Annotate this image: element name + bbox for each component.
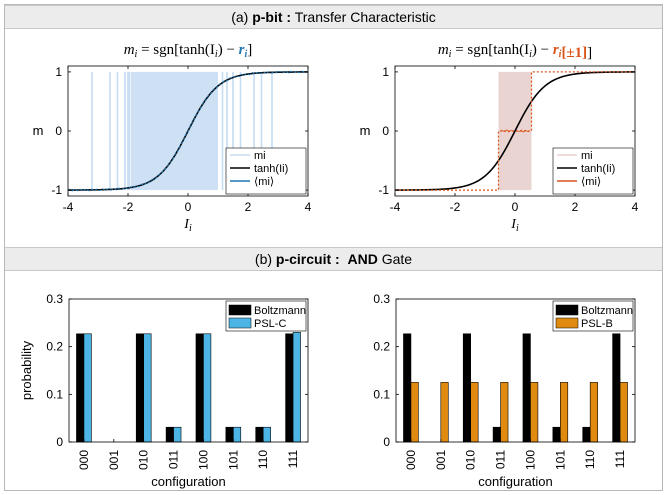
legend-swatch — [556, 318, 578, 328]
y-tick-label: 0 — [55, 124, 62, 138]
bar — [144, 334, 151, 442]
x-tick-label: 4 — [305, 200, 312, 214]
category-label: 011 — [167, 450, 181, 469]
x-tick-label: -4 — [390, 200, 401, 214]
chart-title: mi = sgn[tanh(Ii) − ri[±1]] — [438, 42, 592, 61]
x-tick-label: 4 — [632, 200, 639, 214]
bar — [233, 427, 240, 442]
chart-title: mi = sgn[tanh(Ii) − ri] — [124, 42, 253, 60]
x-axis-label: Ii — [183, 217, 192, 234]
bar — [256, 427, 263, 442]
bar — [560, 382, 567, 442]
y-tick-label: 0 — [56, 435, 63, 449]
y-tick-label: 0.3 — [46, 292, 63, 306]
legend-label: ⟨mi⟩ — [254, 176, 274, 188]
category-label: 010 — [137, 450, 151, 470]
x-tick-label: -2 — [450, 200, 461, 214]
bar — [530, 382, 537, 442]
bar — [174, 427, 181, 442]
y-axis-label: m — [33, 123, 44, 138]
bar — [411, 382, 418, 442]
y-axis-label: probability — [19, 340, 34, 400]
category-label: 101 — [226, 450, 240, 470]
bar — [286, 334, 293, 442]
bar — [590, 382, 597, 442]
category-label: 001 — [434, 450, 448, 470]
y-tick-label: 0.1 — [373, 387, 390, 401]
x-tick-label: 0 — [185, 200, 192, 214]
bar — [293, 332, 300, 442]
legend-label: ⟨mi⟩ — [581, 176, 601, 188]
y-tick-label: 0.2 — [46, 340, 63, 354]
category-label: 010 — [464, 450, 478, 470]
y-tick-label: 0 — [382, 124, 389, 138]
bar — [196, 334, 203, 442]
legend-label: tanh(Ii) — [254, 163, 288, 175]
category-label: 100 — [196, 450, 210, 470]
line-chart-1: -4 -2 0 2 4 -1 0 1 m Ii mi = sgn[tanh(Ii) − ri] mit… — [33, 42, 312, 234]
legend-label: PSL-C — [254, 318, 286, 330]
bar-chart-1: 000 001 010 011 100 101 110 11100.10.20.3probab… — [19, 292, 308, 489]
bar — [136, 334, 143, 442]
bar — [226, 427, 233, 442]
y-tick-label: 0.3 — [373, 292, 390, 306]
bar — [76, 334, 83, 442]
legend-label: Boltzmann — [254, 305, 306, 317]
x-tick-label: -2 — [123, 200, 134, 214]
x-tick-label: 2 — [245, 200, 252, 214]
bar — [166, 427, 173, 442]
x-axis-label: configuration — [478, 474, 552, 489]
legend-label: tanh(Ii) — [581, 163, 615, 175]
legend-label: mi — [581, 150, 593, 162]
bar — [84, 334, 91, 442]
y-tick-label: 0.1 — [46, 387, 63, 401]
category-label: 101 — [553, 450, 567, 470]
x-tick-label: 0 — [512, 200, 519, 214]
category-label: 110 — [583, 450, 597, 469]
x-tick-label: 2 — [572, 200, 579, 214]
bar — [493, 427, 500, 442]
category-label: 111 — [286, 450, 300, 469]
y-tick-label: -1 — [51, 183, 62, 197]
bar — [203, 334, 210, 442]
y-tick-label: 0 — [383, 435, 390, 449]
category-label: 000 — [77, 450, 91, 470]
y-tick-label: 1 — [55, 65, 62, 79]
category-label: 111 — [613, 450, 627, 469]
category-label: 100 — [523, 450, 537, 470]
legend-swatch — [556, 305, 578, 315]
legend-label: PSL-B — [581, 318, 613, 330]
bar — [471, 382, 478, 442]
bar — [613, 334, 620, 442]
bar — [501, 382, 508, 442]
mi-samples-band — [131, 72, 218, 190]
bar — [403, 334, 410, 442]
legend-swatch — [229, 305, 251, 315]
bar — [553, 427, 560, 442]
y-axis-label: m — [360, 123, 371, 138]
category-label: 110 — [256, 450, 270, 469]
legend-label: mi — [254, 150, 266, 162]
bar-chart-2: 000 001 010 011 100 101 110 11100.10.20.3config… — [373, 292, 635, 489]
y-tick-label: -1 — [378, 183, 389, 197]
line-chart-2: -4 -2 0 2 4 -1 0 1 m Ii mi = sgn[tanh(Ii) − ri[±1]… — [360, 42, 639, 234]
bar — [583, 427, 590, 442]
category-label: 000 — [404, 450, 418, 470]
bar — [620, 382, 627, 442]
x-axis-label: configuration — [151, 474, 225, 489]
bar — [441, 382, 448, 442]
x-axis-label: Ii — [510, 217, 519, 234]
legend-swatch — [229, 318, 251, 328]
bar — [463, 334, 470, 442]
bar — [263, 427, 270, 442]
legend-label: Boltzmann — [581, 305, 633, 317]
category-label: 011 — [494, 450, 508, 469]
x-tick-label: -4 — [63, 200, 74, 214]
bar — [523, 334, 530, 442]
category-label: 001 — [107, 450, 121, 470]
y-tick-label: 1 — [382, 65, 389, 79]
y-tick-label: 0.2 — [373, 340, 390, 354]
